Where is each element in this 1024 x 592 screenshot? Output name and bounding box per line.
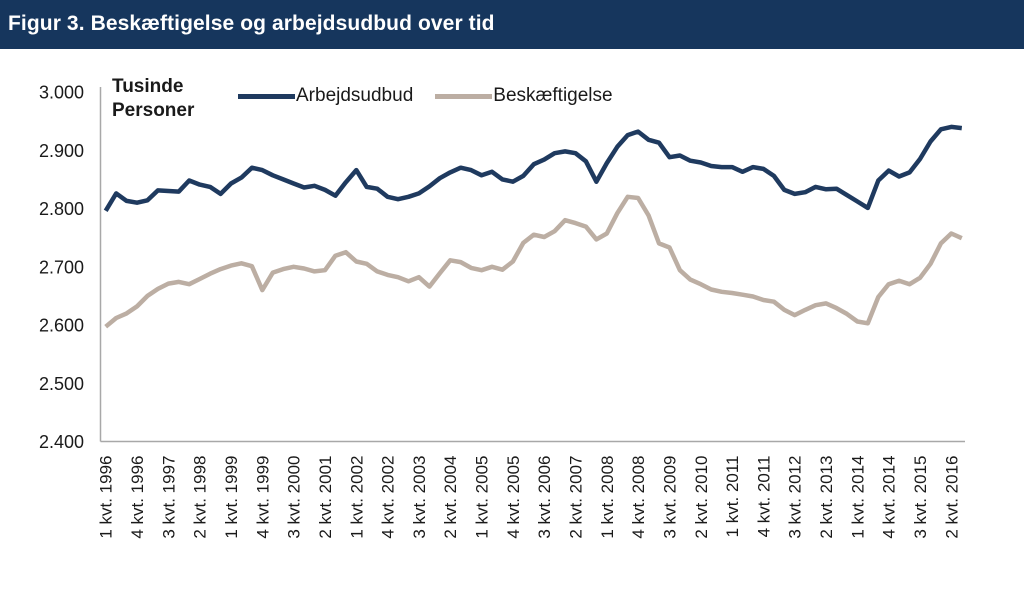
figure-title: Figur 3. Beskæftigelse og arbejdsudbud o… [8, 11, 495, 35]
y-tick-label: 2.600 [39, 316, 84, 336]
y-axis-unit-label: Tusinde Personer [112, 76, 195, 122]
x-tick-label: 4 kvt. 2005 [504, 456, 523, 539]
figure-title-bar: Figur 3. Beskæftigelse og arbejdsudbud o… [0, 0, 1024, 49]
y-tick-label: 2.900 [39, 141, 84, 161]
x-tick-label: 3 kvt. 1997 [159, 456, 178, 539]
series-line-beskaeftigelse [104, 194, 963, 329]
x-tick-label: 1 kvt. 2008 [598, 456, 617, 539]
y-tick-label: 2.400 [39, 432, 84, 452]
x-tick-label: 2 kvt. 1998 [191, 456, 210, 539]
legend-label-beskaeftigelse: Beskæftigelse [493, 85, 613, 106]
x-tick-label: 2 kvt. 2016 [942, 456, 961, 539]
x-tick-label: 4 kvt. 1996 [128, 456, 147, 539]
x-tick-label: 2 kvt. 2001 [316, 456, 335, 539]
beskaeftigelse-line-swatch [435, 93, 493, 99]
x-tick-label: 3 kvt. 2006 [535, 456, 554, 539]
x-tick-label: 3 kvt. 2015 [911, 456, 930, 539]
x-tick-label: 3 kvt. 2009 [660, 456, 679, 539]
x-tick-label: 2 kvt. 2007 [567, 456, 586, 539]
chart-legend: Arbejdsudbud Beskæftigelse [238, 85, 613, 107]
x-tick-label: 4 kvt. 1999 [253, 456, 272, 539]
x-tick-label: 3 kvt. 2000 [285, 456, 304, 539]
x-tick-label: 2 kvt. 2010 [692, 456, 711, 539]
x-tick-label: 2 kvt. 2013 [817, 456, 836, 539]
legend-item-arbejdsudbud: Arbejdsudbud [238, 85, 413, 107]
y-tick-label: 2.800 [39, 199, 84, 219]
x-tick-label: 1 kvt. 2011 [723, 456, 742, 538]
x-tick-label: 3 kvt. 2012 [786, 456, 805, 539]
chart-area: 2.400 2.500 2.600 2.700 2.800 2.900 3.000 1 kvt… [0, 49, 1024, 592]
x-tick-label: 1 kvt. 2014 [848, 456, 867, 539]
x-tick-labels: 1 kvt. 1996 4 kvt. 1996 3 kvt. 1997 2 kvt. … [97, 456, 962, 539]
x-tick-label: 1 kvt. 2002 [347, 456, 366, 539]
x-tick-label: 1 kvt. 1996 [97, 456, 116, 539]
y-tick-labels: 2.400 2.500 2.600 2.700 2.800 2.900 3.000 [39, 83, 84, 453]
x-tick-label: 1 kvt. 2005 [473, 456, 492, 539]
x-tick-label: 4 kvt. 2014 [880, 456, 899, 539]
x-tick-label: 4 kvt. 2002 [379, 456, 398, 539]
line-chart: 2.400 2.500 2.600 2.700 2.800 2.900 3.000 1 kvt… [39, 83, 965, 539]
x-tick-label: 1 kvt. 1999 [222, 456, 241, 539]
x-tick-label: 3 kvt. 2003 [410, 456, 429, 539]
legend-label-arbejdsudbud: Arbejdsudbud [296, 85, 414, 106]
arbejdsudbud-line-swatch [238, 93, 295, 99]
y-tick-label: 2.500 [39, 374, 84, 394]
legend-item-beskaeftigelse: Beskæftigelse [435, 85, 613, 107]
y-tick-label: 2.700 [39, 257, 84, 277]
x-tick-label: 2 kvt. 2004 [441, 456, 460, 539]
x-tick-label: 4 kvt. 2008 [629, 456, 648, 539]
series-line-arbejdsudbud [103, 124, 963, 212]
axes [99, 87, 965, 443]
x-tick-label: 4 kvt. 2011 [754, 456, 773, 538]
y-tick-label: 3.000 [39, 83, 84, 103]
